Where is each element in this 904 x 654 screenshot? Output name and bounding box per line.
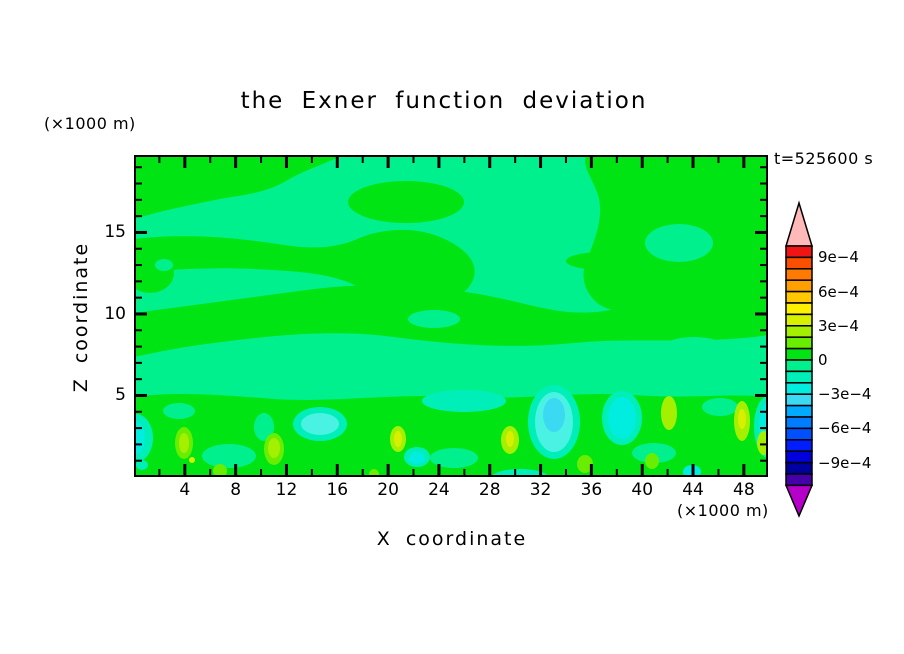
- colorbar-cell: [785, 347, 813, 361]
- contour-region: [155, 259, 173, 271]
- contour-region: [189, 457, 195, 463]
- colorbar-cell: [785, 461, 813, 475]
- x-tick-label: 24: [428, 480, 450, 500]
- contour-region: [577, 455, 593, 473]
- contour-region: [163, 403, 195, 419]
- colorbar-cell: [785, 473, 813, 487]
- colorbar-cell: [785, 336, 813, 350]
- colorbar-cell: [785, 290, 813, 304]
- contour-region: [213, 464, 227, 478]
- contour-region: [430, 448, 478, 468]
- contour-region: [301, 413, 339, 435]
- colorbar-cell: [785, 256, 813, 270]
- x-tick-label: 28: [478, 480, 501, 500]
- x-tick-label: 40: [631, 480, 654, 500]
- contour-region: [632, 443, 676, 463]
- colorbar-cell: [785, 302, 813, 316]
- colorbar-tick-label: 9e−4: [818, 248, 859, 267]
- plot-area: [119, 155, 782, 485]
- y-tick-label: 10: [104, 303, 126, 324]
- contour-region: [702, 398, 738, 416]
- contour-region: [608, 397, 636, 439]
- colorbar-cell: [785, 450, 813, 464]
- contour-region: [543, 398, 565, 432]
- contour-region: [394, 431, 402, 447]
- x-tick-label: 8: [230, 480, 242, 500]
- colorbar-tick-label: 0: [818, 351, 828, 369]
- x-tick-label: 16: [326, 480, 349, 500]
- x-tick-label: 36: [580, 480, 603, 500]
- contour-region: [134, 155, 342, 219]
- x-tick-label: 4: [179, 480, 191, 500]
- colorbar-tick-label: −6e−4: [818, 419, 872, 438]
- x-tick-label: 32: [529, 480, 552, 500]
- colorbar-cell: [785, 370, 813, 384]
- colorbar-cell: [785, 245, 813, 259]
- x-tick-label: 12: [275, 480, 298, 500]
- colorbar-cell: [785, 427, 813, 441]
- colorbar-over-arrow: [784, 200, 814, 247]
- colorbar-cell: [785, 416, 813, 430]
- colorbar-tick-label: 6e−4: [818, 282, 859, 301]
- colorbar-cell: [785, 279, 813, 293]
- contour-region: [179, 433, 189, 453]
- colorbar-cell: [785, 359, 813, 373]
- plot-border: [134, 155, 768, 477]
- x-tick-label: 44: [682, 480, 704, 500]
- colorbar-cell: [785, 404, 813, 418]
- colorbar-cell: [785, 439, 813, 452]
- y-axis-units-label: (×1000 m): [44, 114, 136, 133]
- contour-region: [661, 396, 677, 430]
- colorbar-under-arrow: [784, 484, 814, 518]
- contour-region: [738, 409, 746, 429]
- colorbar-tick-label: 3e−4: [818, 316, 859, 335]
- contour-region: [408, 310, 460, 328]
- colorbar-cell: [785, 325, 813, 338]
- colorbar-cell: [785, 313, 813, 327]
- colorbar-cell: [785, 268, 813, 281]
- colorbar-tick-label: −3e−4: [818, 385, 872, 404]
- contour-region: [566, 252, 642, 270]
- y-tick-label: 5: [115, 385, 126, 406]
- colorbar: [784, 200, 814, 518]
- plot-title: the Exner function deviation: [240, 88, 648, 114]
- contour-region: [409, 452, 425, 464]
- contour-region: [202, 444, 256, 468]
- x-axis-title: X coordinate: [376, 528, 528, 550]
- x-axis-units-label: (×1000 m): [677, 501, 769, 520]
- colorbar-cell: [785, 382, 813, 395]
- contour-region: [254, 413, 274, 441]
- contour-field: [119, 155, 782, 485]
- x-tick-label: 20: [377, 480, 399, 500]
- colorbar-tick-label: −9e−4: [818, 453, 872, 472]
- y-tick-label: 15: [104, 222, 126, 243]
- contour-region: [645, 453, 659, 469]
- colorbar-cell: [785, 393, 813, 407]
- contour-region: [422, 390, 506, 412]
- timestamp-label: t=525600 s: [774, 149, 874, 168]
- contour-region: [664, 337, 724, 357]
- contour-region: [645, 224, 713, 262]
- contour-region: [136, 460, 148, 470]
- contour-region: [268, 438, 280, 458]
- contour-region: [348, 181, 464, 223]
- contour-region: [506, 431, 514, 447]
- x-tick-label: 48: [733, 480, 755, 500]
